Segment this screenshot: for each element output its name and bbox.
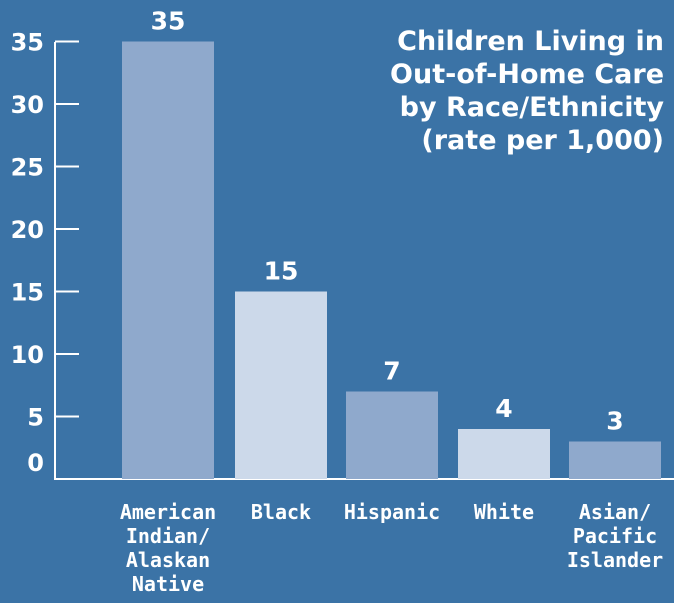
bar-value-label: 35 <box>151 7 186 36</box>
category-label: Native <box>132 572 204 596</box>
bar <box>458 429 550 479</box>
category-label: Islander <box>567 548 663 572</box>
y-tick-label: 35 <box>11 29 44 57</box>
bar-value-label: 4 <box>495 394 512 423</box>
category-label: White <box>474 500 534 524</box>
bar <box>122 41 214 479</box>
category-label: Black <box>251 500 311 524</box>
bar <box>235 291 327 479</box>
bar-value-label: 15 <box>264 257 299 286</box>
y-tick-label: 15 <box>11 279 44 307</box>
chart-title-line: by Race/Ethnicity <box>400 92 665 123</box>
category-label: Alaskan <box>126 548 210 572</box>
bar-value-label: 7 <box>383 357 400 386</box>
category-label: Hispanic <box>344 500 440 524</box>
category-label: Asian/ <box>579 500 651 524</box>
bar <box>569 441 661 479</box>
y-tick-label: 0 <box>27 449 44 477</box>
bar-value-label: 3 <box>606 407 623 436</box>
category-label: American <box>120 500 216 524</box>
chart-title-line: (rate per 1,000) <box>421 125 664 156</box>
y-tick-label: 5 <box>27 404 44 432</box>
bar <box>346 391 438 479</box>
category-label: Pacific <box>573 524 657 548</box>
category-label: Indian/ <box>126 524 210 548</box>
y-tick-label: 20 <box>11 216 44 244</box>
chart-title-line: Out-of-Home Care <box>390 59 664 90</box>
y-tick-label: 30 <box>11 91 44 119</box>
y-tick-label: 10 <box>11 341 44 369</box>
chart-title-line: Children Living in <box>397 26 664 57</box>
y-tick-label: 25 <box>11 154 44 182</box>
